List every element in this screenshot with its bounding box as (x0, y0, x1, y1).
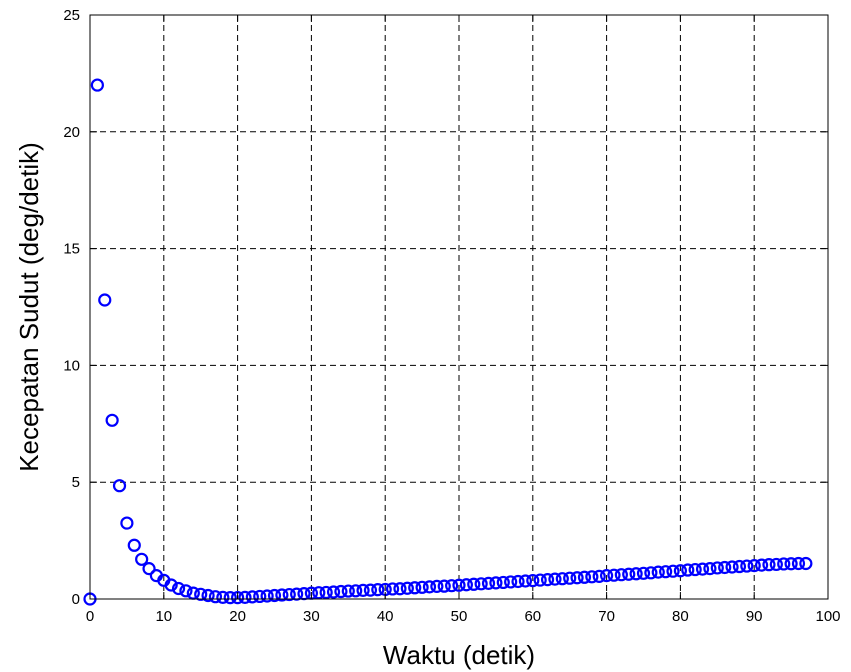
y-tick-label: 20 (63, 124, 80, 141)
x-tick-label: 10 (155, 608, 172, 625)
data-point (107, 415, 118, 426)
x-tick-label: 40 (377, 608, 394, 625)
x-tick-label: 80 (672, 608, 689, 625)
data-point (121, 518, 132, 529)
y-tick-label: 5 (72, 474, 80, 491)
x-tick-label: 50 (451, 608, 468, 625)
y-tick-label: 10 (63, 357, 80, 374)
data-point (92, 80, 103, 91)
data-point (180, 585, 191, 596)
x-tick-label: 0 (86, 608, 94, 625)
data-point (129, 540, 140, 551)
y-axis-title: Kecepatan Sudut (deg/detik) (14, 142, 44, 472)
x-tick-label: 60 (524, 608, 541, 625)
x-tick-label: 30 (303, 608, 320, 625)
x-axis-title: Waktu (detik) (383, 640, 535, 670)
axis-ticks: 0 10 20 30 40 50 60 70 80 90 100 0 5 10 15 20 25 (63, 7, 840, 625)
y-tick-label: 0 (72, 591, 80, 608)
data-point (800, 558, 811, 569)
grid-lines (90, 15, 828, 599)
data-point (99, 294, 110, 305)
x-tick-label: 70 (598, 608, 615, 625)
y-tick-label: 25 (63, 7, 80, 24)
y-tick-label: 15 (63, 241, 80, 258)
data-points (85, 80, 812, 605)
x-tick-label: 90 (746, 608, 763, 625)
x-tick-label: 20 (229, 608, 246, 625)
data-point (114, 480, 125, 491)
x-tick-label: 100 (815, 608, 840, 625)
